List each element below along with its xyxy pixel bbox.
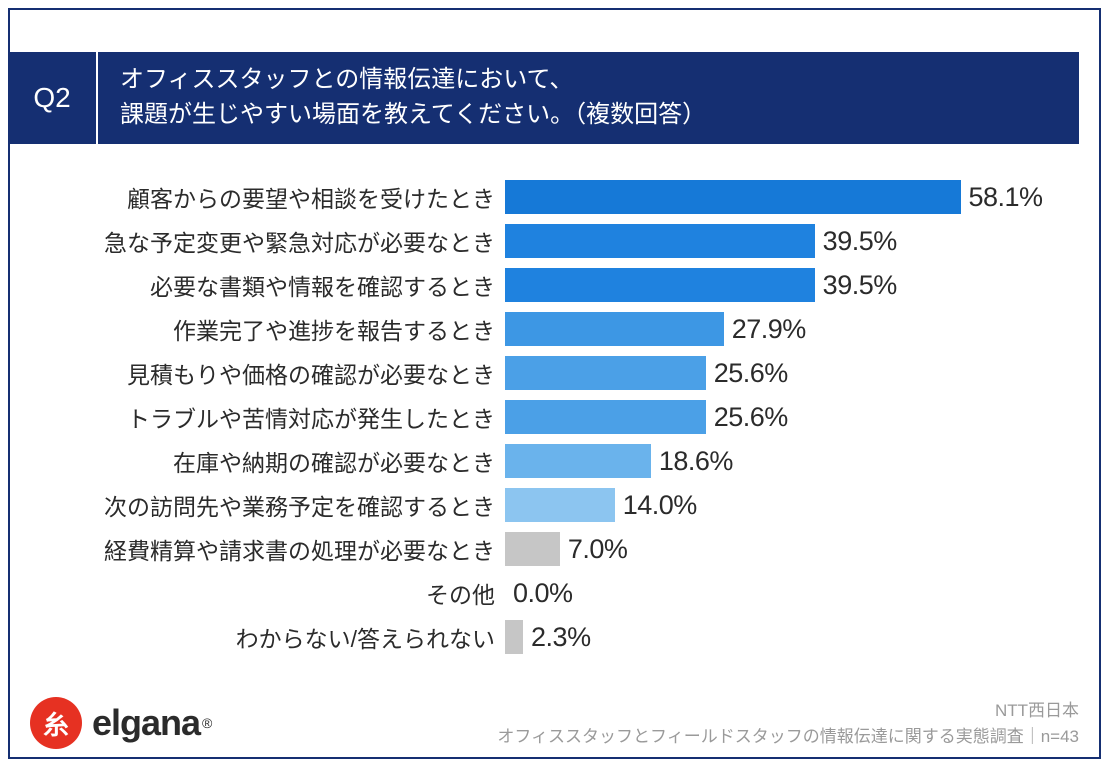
bar-value: 18.6%	[659, 446, 733, 477]
bar-label: 経費精算や請求書の処理が必要なとき	[0, 532, 505, 566]
bar-value: 27.9%	[732, 314, 806, 345]
bar-area: 58.1%	[505, 175, 1079, 219]
chart-row: 在庫や納期の確認が必要なとき 18.6%	[0, 439, 1079, 483]
bar-value: 25.6%	[714, 358, 788, 389]
bar-label: 見積もりや価格の確認が必要なとき	[0, 356, 505, 390]
bar-value: 14.0%	[623, 490, 697, 521]
chart-row: 経費精算や請求書の処理が必要なとき 7.0%	[0, 527, 1079, 571]
chart-row: トラブルや苦情対応が発生したとき 25.6%	[0, 395, 1079, 439]
bar	[505, 312, 724, 346]
question-title-line1: オフィススタッフとの情報伝達において、	[120, 63, 1079, 98]
bar-area: 39.5%	[505, 219, 1079, 263]
bar-label: 急な予定変更や緊急対応が必要なとき	[0, 224, 505, 258]
bar-area: 0.0%	[505, 571, 1079, 615]
bar-area: 18.6%	[505, 439, 1079, 483]
chart-row: 見積もりや価格の確認が必要なとき 25.6%	[0, 351, 1079, 395]
source-line2: オフィススタッフとフィールドスタッフの情報伝達に関する実態調査｜n=43	[497, 724, 1079, 750]
chart-row: 急な予定変更や緊急対応が必要なとき 39.5%	[0, 219, 1079, 263]
bar-value: 58.1%	[969, 182, 1043, 213]
bar-chart: 顧客からの要望や相談を受けたとき 58.1% 急な予定変更や緊急対応が必要なとき 39…	[0, 175, 1079, 667]
bar-label: わからない/答えられない	[0, 620, 505, 654]
footer: 糸 elgana® NTT西日本 オフィススタッフとフィールドスタッフの情報伝達…	[30, 697, 1079, 749]
chart-row: 必要な書類や情報を確認するとき 39.5%	[0, 263, 1079, 307]
question-title-line2: 課題が生じやすい場面を教えてください。（複数回答）	[120, 98, 1079, 133]
bar-value: 0.0%	[513, 578, 573, 609]
bar-value: 7.0%	[568, 534, 628, 565]
bar-value: 25.6%	[714, 402, 788, 433]
bar-area: 25.6%	[505, 351, 1079, 395]
bar	[505, 180, 961, 214]
logo-glyph: 糸	[43, 705, 69, 742]
source-attribution: NTT西日本 オフィススタッフとフィールドスタッフの情報伝達に関する実態調査｜n…	[497, 698, 1079, 749]
logo-wordmark: elgana	[92, 702, 200, 743]
bar	[505, 224, 815, 258]
question-number: Q2	[33, 82, 70, 114]
bar-label: 次の訪問先や業務予定を確認するとき	[0, 488, 505, 522]
chart-row: わからない/答えられない 2.3%	[0, 615, 1079, 659]
bar	[505, 532, 560, 566]
bar-area: 14.0%	[505, 483, 1079, 527]
bar	[505, 356, 706, 390]
bar	[505, 620, 523, 654]
question-header: Q2 オフィススタッフとの情報伝達において、 課題が生じやすい場面を教えてくださ…	[0, 52, 1079, 144]
chart-row: 顧客からの要望や相談を受けたとき 58.1%	[0, 175, 1079, 219]
logo-text: elgana®	[92, 702, 211, 744]
bar	[505, 400, 706, 434]
bar-area: 27.9%	[505, 307, 1079, 351]
bar-label: その他	[0, 576, 505, 610]
bar-area: 25.6%	[505, 395, 1079, 439]
bar-label: 作業完了や進捗を報告するとき	[0, 312, 505, 346]
bar	[505, 268, 815, 302]
logo-icon: 糸	[30, 697, 82, 749]
bar-area: 2.3%	[505, 615, 1079, 659]
question-number-badge: Q2	[8, 52, 96, 144]
chart-row: 次の訪問先や業務予定を確認するとき 14.0%	[0, 483, 1079, 527]
bar-label: 必要な書類や情報を確認するとき	[0, 268, 505, 302]
bar-label: 在庫や納期の確認が必要なとき	[0, 444, 505, 478]
question-title-bar: オフィススタッフとの情報伝達において、 課題が生じやすい場面を教えてください。（…	[98, 52, 1079, 144]
bar-value: 39.5%	[823, 226, 897, 257]
bar-value: 2.3%	[531, 622, 591, 653]
bar	[505, 444, 651, 478]
bar	[505, 488, 615, 522]
source-line1: NTT西日本	[497, 698, 1079, 724]
chart-row: 作業完了や進捗を報告するとき 27.9%	[0, 307, 1079, 351]
brand-logo: 糸 elgana®	[30, 697, 211, 749]
bar-value: 39.5%	[823, 270, 897, 301]
registered-mark: ®	[202, 715, 211, 731]
bar-area: 7.0%	[505, 527, 1079, 571]
chart-row: その他 0.0%	[0, 571, 1079, 615]
bar-area: 39.5%	[505, 263, 1079, 307]
bar-label: トラブルや苦情対応が発生したとき	[0, 400, 505, 434]
bar-label: 顧客からの要望や相談を受けたとき	[0, 180, 505, 214]
